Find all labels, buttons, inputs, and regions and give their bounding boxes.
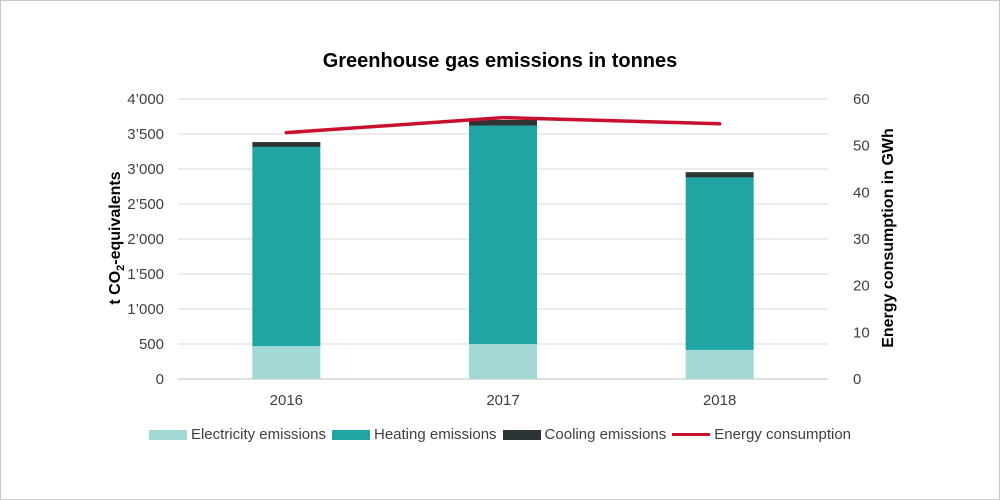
legend-swatch-heating (331, 429, 370, 440)
y-tick-label-left: 1’000 (127, 301, 164, 318)
y-tick-label-right: 40 (853, 184, 870, 201)
legend-item-energy: Energy consumption (672, 426, 851, 443)
legend-swatch-cooling (502, 429, 541, 440)
bar-cooling-emissions (469, 120, 537, 126)
y-tick-label-right: 0 (853, 371, 861, 388)
bar-electricity-emissions (469, 344, 537, 379)
legend-label-cooling: Cooling emissions (544, 426, 667, 443)
y-tick-label-left: 0 (156, 371, 164, 388)
y-tick-label-right: 30 (853, 231, 870, 248)
y-tick-label-left: 4’000 (127, 91, 164, 108)
bar-electricity-emissions (685, 349, 754, 379)
bar-heating-emissions (252, 146, 321, 347)
legend-item-electricity: Electricity emissions (148, 426, 326, 443)
y-tick-label-right: 60 (853, 91, 870, 108)
y-tick-label-right: 20 (853, 278, 870, 295)
x-tick-label: 2016 (270, 392, 303, 409)
y-tick-label-left: 2’500 (127, 196, 164, 213)
y-tick-label-left: 500 (139, 336, 164, 353)
y-tick-label-left: 1’500 (127, 266, 164, 283)
legend-label-electricity: Electricity emissions (190, 426, 326, 443)
bar-heating-emissions (469, 125, 537, 344)
y-tick-label-right: 10 (853, 324, 870, 341)
y-tick-label-left: 2’000 (127, 231, 164, 248)
bar-cooling-emissions (685, 172, 754, 178)
bar-electricity-emissions (252, 346, 321, 379)
chart-title: Greenhouse gas emissions in tonnes (322, 50, 678, 72)
legend-swatch-electricity (148, 429, 187, 440)
legend-swatch-energy (672, 433, 711, 436)
y-tick-label-right: 50 (853, 138, 870, 155)
y-tick-label-left: 3’500 (127, 126, 164, 143)
bar-heating-emissions (685, 177, 754, 350)
line-point-energy-consumption (501, 116, 505, 120)
line-point-energy-consumption (718, 122, 722, 126)
x-tick-label: 2017 (486, 392, 519, 409)
y-tick-label-left: 3’000 (127, 161, 164, 178)
legend-item-heating: Heating emissions (331, 426, 497, 443)
legend: Electricity emissions Heating emissions … (0, 426, 1000, 443)
line-point-energy-consumption (284, 131, 288, 135)
legend-item-cooling: Cooling emissions (502, 426, 667, 443)
legend-label-heating: Heating emissions (373, 426, 497, 443)
bar-cooling-emissions (252, 142, 321, 147)
legend-label-energy: Energy consumption (714, 426, 852, 443)
x-tick-label: 2018 (703, 392, 736, 409)
